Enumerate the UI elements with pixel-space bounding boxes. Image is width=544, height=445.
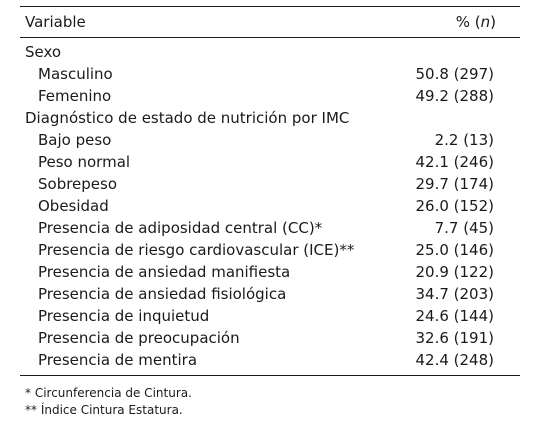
table-row: Presencia de inquietud 24.6 (144) <box>20 305 520 327</box>
row-value: 34.7 (203) <box>415 285 494 303</box>
row-value: 29.7 (174) <box>415 175 494 193</box>
table-row: Presencia de ansiedad manifiesta 20.9 (1… <box>20 261 520 283</box>
table-row: Presencia de mentira 42.4 (248) <box>20 349 520 371</box>
header-rule <box>20 37 520 38</box>
table-header: Variable % (n) <box>20 7 520 37</box>
row-value: 49.2 (288) <box>415 87 494 105</box>
table-row: Sexo <box>20 41 520 63</box>
row-label: Presencia de adiposidad central (CC)* <box>38 219 323 237</box>
row-value: 2.2 (13) <box>434 131 494 149</box>
table-row: Sobrepeso 29.7 (174) <box>20 173 520 195</box>
row-label: Presencia de preocupación <box>38 329 240 347</box>
table-row: Presencia de ansiedad fisiológica 34.7 (… <box>20 283 520 305</box>
footnote-cc: * Circunferencia de Cintura. <box>25 386 192 400</box>
row-label: Obesidad <box>38 197 109 215</box>
table-row: Presencia de adiposidad central (CC)* 7.… <box>20 217 520 239</box>
table-row: Femenino 49.2 (288) <box>20 85 520 107</box>
row-label: Sexo <box>25 43 62 61</box>
row-value: 20.9 (122) <box>415 263 494 281</box>
row-label: Femenino <box>38 87 112 105</box>
table-row: Peso normal 42.1 (246) <box>20 151 520 173</box>
top-rule <box>20 6 520 7</box>
row-label: Sobrepeso <box>38 175 118 193</box>
row-label: Presencia de inquietud <box>38 307 210 325</box>
row-value: 50.8 (297) <box>415 65 494 83</box>
table-row: Presencia de riesgo cardiovascular (ICE)… <box>20 239 520 261</box>
row-value: 32.6 (191) <box>415 329 494 347</box>
row-label: Presencia de ansiedad manifiesta <box>38 263 291 281</box>
header-percent: % (n) <box>455 13 496 31</box>
bottom-rule <box>20 375 520 376</box>
row-value: 25.0 (146) <box>415 241 494 259</box>
row-label: Diagnóstico de estado de nutrición por I… <box>25 109 350 127</box>
table-body: Sexo Masculino 50.8 (297) Femenino 49.2 … <box>20 38 520 375</box>
row-label: Peso normal <box>38 153 131 171</box>
row-label: Presencia de riesgo cardiovascular (ICE)… <box>38 241 355 259</box>
header-variable: Variable <box>25 13 86 31</box>
row-label: Masculino <box>38 65 113 83</box>
table-row: Presencia de preocupación 32.6 (191) <box>20 327 520 349</box>
footnotes: * Circunferencia de Cintura. ** Índice C… <box>25 385 192 419</box>
row-label: Bajo peso <box>38 131 112 149</box>
row-value: 26.0 (152) <box>415 197 494 215</box>
row-value: 7.7 (45) <box>434 219 494 237</box>
row-value: 42.4 (248) <box>415 351 494 369</box>
row-label: Presencia de mentira <box>38 351 198 369</box>
results-table: Variable % (n) Sexo Masculino 50.8 (297)… <box>20 6 520 376</box>
row-value: 24.6 (144) <box>415 307 494 325</box>
footnote-ice: ** Índice Cintura Estatura. <box>25 403 183 417</box>
table-row: Bajo peso 2.2 (13) <box>20 129 520 151</box>
table-row: Obesidad 26.0 (152) <box>20 195 520 217</box>
table-row: Masculino 50.8 (297) <box>20 63 520 85</box>
row-value: 42.1 (246) <box>415 153 494 171</box>
table-row: Diagnóstico de estado de nutrición por I… <box>20 107 520 129</box>
row-label: Presencia de ansiedad fisiológica <box>38 285 287 303</box>
